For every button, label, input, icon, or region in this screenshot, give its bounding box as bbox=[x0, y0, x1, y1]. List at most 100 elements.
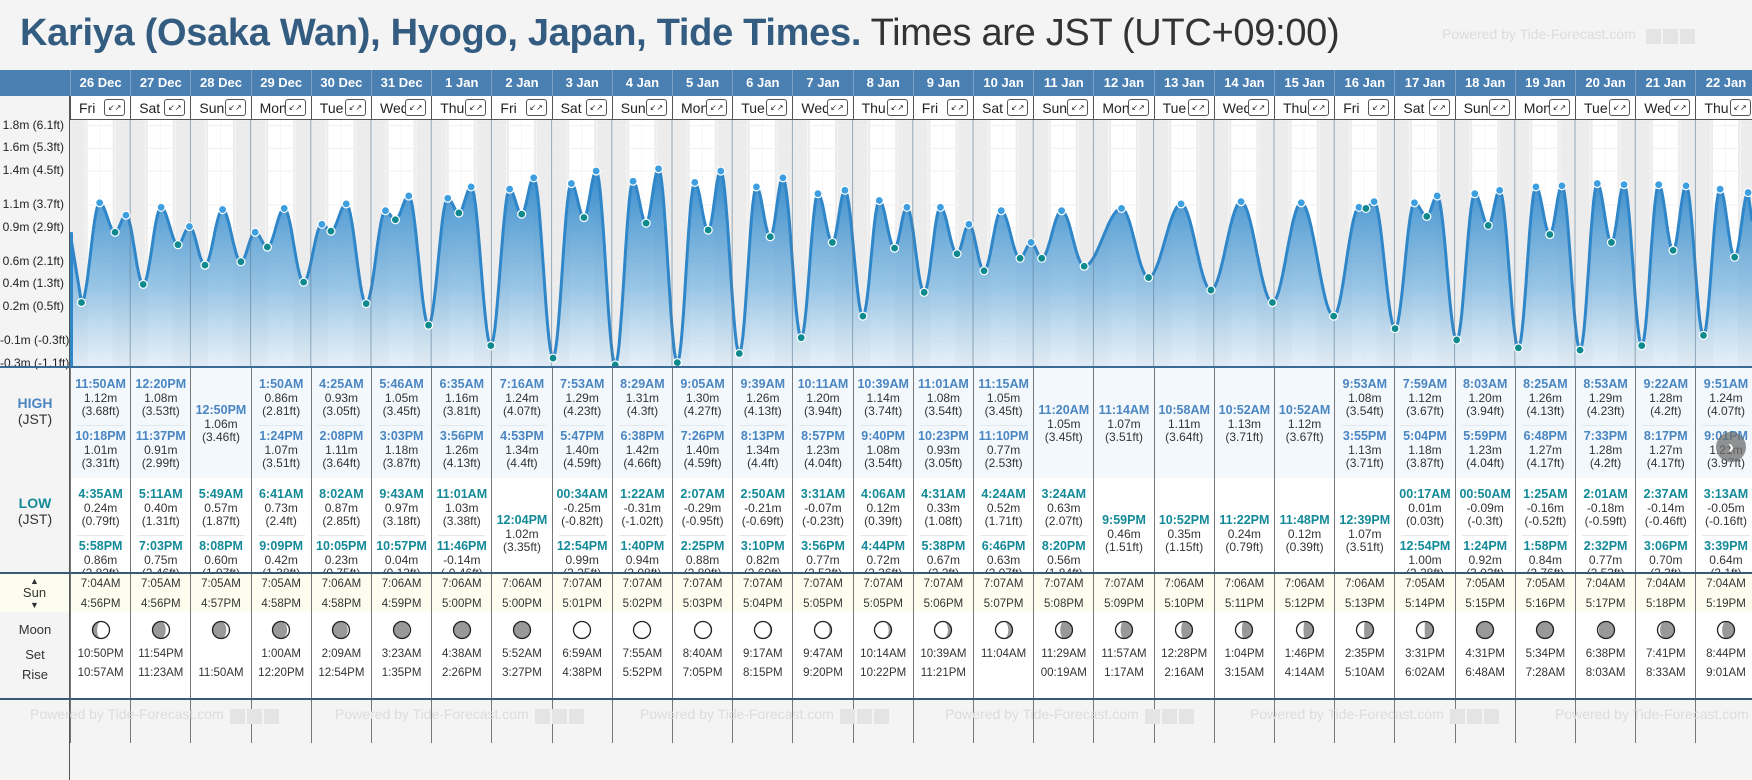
expand-day-button[interactable]: ↙↗ bbox=[1548, 99, 1570, 116]
expand-day-button[interactable]: ↙↗ bbox=[1127, 99, 1149, 116]
expand-day-button[interactable]: ↙↗ bbox=[104, 99, 126, 116]
high-tide-point bbox=[121, 210, 131, 220]
sun-row: 7:04AM 4:56PM 7:05AM 4:56PM 7:05AM 4:57PM 7:05… bbox=[0, 574, 1752, 612]
low-tide-meters: 0.42m bbox=[264, 552, 298, 567]
low-tide-meters: 1.03m bbox=[445, 500, 479, 515]
high-tide-feet: (3.54ft) bbox=[864, 456, 903, 470]
expand-day-button[interactable]: ↙↗ bbox=[886, 99, 908, 116]
expand-day-button[interactable]: ↙↗ bbox=[1729, 99, 1751, 116]
weekday-cell: Sun ↙↗ bbox=[611, 96, 672, 120]
sun-times-cell: 7:06AM 5:13PM bbox=[1334, 574, 1394, 612]
expand-day-button[interactable]: ↙↗ bbox=[1669, 99, 1691, 116]
expand-day-button[interactable]: ↙↗ bbox=[224, 99, 246, 116]
entry-separator bbox=[1582, 535, 1630, 536]
expand-day-button[interactable]: ↙↗ bbox=[465, 99, 487, 116]
expand-day-button[interactable]: ↙↗ bbox=[525, 99, 547, 116]
high-tide-time: 8:53AM bbox=[1583, 377, 1628, 391]
day-column: 8:03AM 1.20m (3.94ft) 5:59PM 1.23m (4.04ft) 00… bbox=[1454, 368, 1515, 743]
expand-day-button[interactable]: ↙↗ bbox=[405, 99, 427, 116]
tide-forecast-logo-icon bbox=[1449, 707, 1501, 724]
weekday-label: Thu bbox=[440, 100, 465, 116]
expand-day-button[interactable]: ↙↗ bbox=[1609, 99, 1631, 116]
expand-day-button[interactable]: ↙↗ bbox=[585, 99, 607, 116]
date-header-cell: 17 Jan bbox=[1394, 70, 1454, 96]
low-tide-point bbox=[952, 249, 962, 259]
expand-day-button[interactable]: ↙↗ bbox=[1247, 99, 1269, 116]
high-tide-time: 12:20PM bbox=[135, 377, 187, 391]
low-tide-time: 3:39PM bbox=[1704, 539, 1748, 553]
expand-day-button[interactable]: ↙↗ bbox=[1308, 99, 1330, 116]
sun-times-cell: 7:04AM 5:18PM bbox=[1635, 574, 1695, 612]
high-tide-meters: 1.06m bbox=[204, 416, 238, 431]
sun-times-cell: 7:06AM 5:12PM bbox=[1274, 574, 1334, 612]
low-tide-meters: 0.12m bbox=[866, 500, 900, 515]
low-tide-meters: 0.94m bbox=[625, 552, 660, 567]
day-column: 11:15AM 1.05m (3.45ft) 11:10PM 0.77m (2.53ft)… bbox=[973, 368, 1034, 743]
high-tide-time: 7:26PM bbox=[680, 429, 725, 443]
entry-separator bbox=[739, 535, 787, 536]
expand-day-button[interactable]: ↙↗ bbox=[1368, 99, 1390, 116]
expand-day-button[interactable]: ↙↗ bbox=[1488, 99, 1510, 116]
high-tide-entry: 5:47PM 1.40m (4.59ft) bbox=[553, 429, 612, 471]
low-tide-entry: 12:39PM 1.07m (3.51ft) bbox=[1335, 513, 1394, 555]
sunrise-time: 7:05AM bbox=[140, 578, 181, 590]
expand-day-button[interactable]: ↙↗ bbox=[645, 99, 667, 116]
entry-separator bbox=[137, 425, 185, 426]
expand-day-button[interactable]: ↙↗ bbox=[1187, 99, 1209, 116]
high-tide-point bbox=[840, 185, 850, 195]
low-tide-time: 2:07AM bbox=[680, 487, 725, 501]
high-tide-meters: 1.20m bbox=[806, 390, 840, 405]
expand-day-button[interactable]: ↙↗ bbox=[164, 99, 186, 116]
expand-day-button[interactable]: ↙↗ bbox=[706, 99, 728, 116]
high-tide-time: 9:39AM bbox=[740, 377, 786, 391]
high-tide-point bbox=[1116, 203, 1127, 214]
day-column: 10:39AM 1.14m (3.74ft) 9:40PM 1.08m (3.54ft) 4… bbox=[852, 368, 913, 743]
low-tide-time: 2:32PM bbox=[1583, 539, 1628, 553]
expand-day-button[interactable]: ↙↗ bbox=[1067, 99, 1089, 116]
moon-cell: 4:38AM 2:26PM bbox=[431, 612, 491, 698]
low-tide-time: 8:02AM bbox=[319, 487, 364, 501]
low-tide-time: 9:43AM bbox=[379, 487, 424, 501]
powered-by-top[interactable]: Powered by Tide-Forecast.com bbox=[1442, 26, 1697, 44]
moonset-time: 5:34PM bbox=[1525, 648, 1566, 660]
scroll-right-button[interactable]: › bbox=[1716, 432, 1746, 462]
high-tide-entry: 3:55PM 1.13m (3.71ft) bbox=[1335, 429, 1394, 471]
sunset-time: 4:58PM bbox=[261, 598, 301, 610]
date-header-row: 26 Dec 27 Dec 28 Dec 29 Dec 30 Dec 31 Dec 1 Ja… bbox=[0, 70, 1752, 96]
low-tide-point bbox=[326, 226, 336, 236]
high-tide-time: 3:55PM bbox=[1342, 429, 1387, 443]
low-tide-point bbox=[423, 320, 434, 330]
expand-day-button[interactable]: ↙↗ bbox=[1428, 99, 1450, 116]
sun-times-cell: 7:07AM 5:05PM bbox=[792, 574, 852, 612]
high-tide-time: 11:50AM bbox=[75, 377, 126, 391]
expand-day-button[interactable]: ↙↗ bbox=[826, 99, 848, 116]
expand-icon: ↙↗ bbox=[1251, 103, 1266, 112]
day-column: 10:58AM 1.11m (3.64ft) 10:52PM 0.35m (1.15ft) bbox=[1153, 368, 1214, 743]
high-tide-meters: 1.07m bbox=[1107, 416, 1141, 431]
y-tick-label: 1.4m (4.5ft) bbox=[2, 163, 64, 177]
day-column: 9:05AM 1.30m (4.27ft) 7:26PM 1.40m (4.59ft) 2:… bbox=[672, 368, 733, 743]
expand-day-button[interactable]: ↙↗ bbox=[284, 99, 306, 116]
high-tide-point bbox=[1026, 237, 1036, 248]
high-tide-meters: 1.05m bbox=[1047, 416, 1081, 431]
sunset-time: 4:56PM bbox=[140, 598, 181, 610]
expand-day-button[interactable]: ↙↗ bbox=[946, 99, 968, 116]
moonrise-time: 8:15PM bbox=[742, 667, 783, 679]
high-tide-entry: 5:04PM 1.18m (3.87ft) bbox=[1395, 429, 1454, 471]
expand-day-button[interactable]: ↙↗ bbox=[344, 99, 366, 116]
low-tide-time: 11:22PM bbox=[1219, 513, 1270, 527]
low-tide-point bbox=[641, 218, 651, 228]
weekday-label: Fri bbox=[79, 100, 96, 116]
low-tide-time: 5:49AM bbox=[198, 487, 244, 501]
low-tide-entry: 4:35AM 0.24m (0.79ft) bbox=[71, 487, 130, 529]
moon-phase-icon bbox=[1536, 620, 1555, 640]
expand-icon: ↙↗ bbox=[1010, 103, 1025, 112]
expand-day-button[interactable]: ↙↗ bbox=[1007, 99, 1029, 116]
low-tide-point bbox=[827, 237, 837, 248]
low-tide-point bbox=[76, 297, 87, 308]
expand-day-button[interactable]: ↙↗ bbox=[766, 99, 788, 116]
